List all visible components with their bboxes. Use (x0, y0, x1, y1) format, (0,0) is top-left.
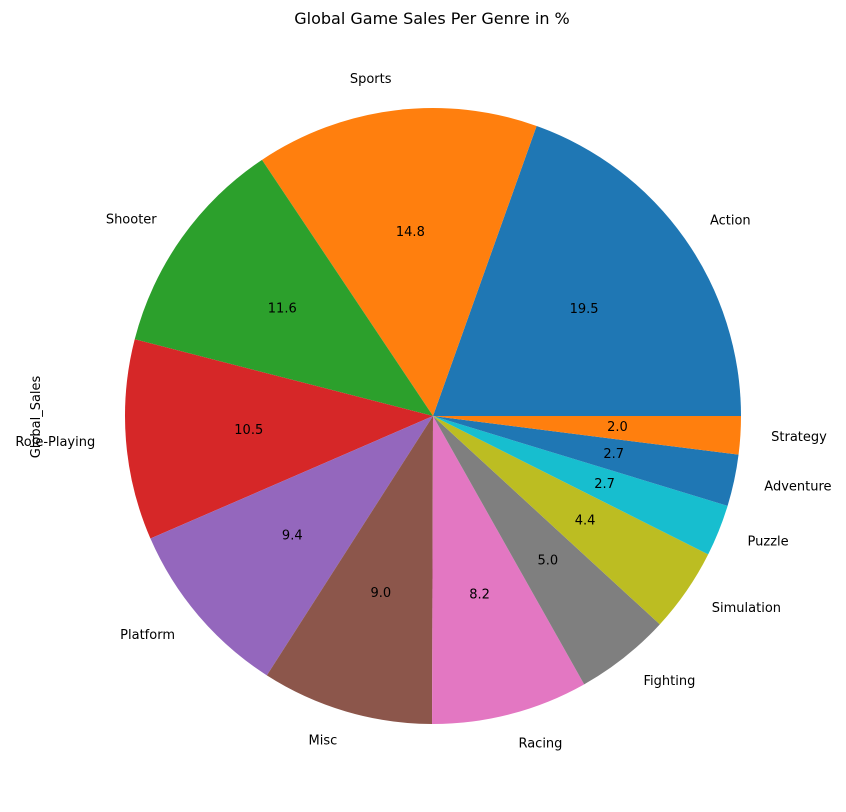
pie-slice-misc (266, 416, 433, 724)
pie-slice-sports (261, 107, 537, 417)
pie-slice-puzzle (433, 416, 728, 555)
slice-value-sports: 14.8 (396, 225, 425, 240)
slice-label-shooter: Shooter (106, 212, 157, 227)
slice-label-role-playing: Role-Playing (15, 435, 95, 450)
slice-value-fighting: 5.0 (537, 553, 558, 568)
pie-slice-racing (432, 416, 585, 725)
slice-value-puzzle: 2.7 (594, 477, 615, 492)
pie-slices (124, 107, 741, 725)
slice-label-sports: Sports (350, 72, 392, 87)
pie-slice-shooter (134, 159, 433, 417)
pie-slice-fighting (433, 416, 660, 685)
pie-slice-simulation (433, 416, 709, 625)
chart-title: Global Game Sales Per Genre in % (294, 9, 570, 28)
slice-label-adventure: Adventure (764, 479, 831, 494)
pie-labels: Action 19.5 Sports 14.8 Shooter 11.6 Role-Play… (15, 72, 831, 751)
slice-label-simulation: Simulation (712, 601, 781, 616)
slice-label-puzzle: Puzzle (748, 534, 789, 549)
slice-label-strategy: Strategy (771, 430, 827, 445)
slice-label-platform: Platform (120, 628, 175, 643)
slice-value-strategy: 2.0 (607, 420, 628, 435)
slice-value-adventure: 2.7 (603, 447, 624, 462)
slice-value-shooter: 11.6 (268, 302, 297, 317)
slice-value-role-playing: 10.5 (234, 423, 263, 438)
y-axis-label: Global_Sales (29, 375, 44, 458)
pie-slice-role-playing (124, 339, 434, 539)
pie-slice-action (433, 125, 741, 416)
slice-label-action: Action (710, 213, 751, 228)
pie-slice-adventure (433, 416, 739, 506)
slice-value-racing: 8.2 (469, 587, 490, 602)
pie-slice-strategy (433, 416, 741, 455)
pie-slice-platform (150, 416, 434, 676)
slice-value-action: 19.5 (570, 302, 599, 317)
slice-value-simulation: 4.4 (575, 514, 596, 529)
slice-label-misc: Misc (309, 733, 338, 748)
slice-label-racing: Racing (518, 736, 562, 751)
slice-label-fighting: Fighting (644, 674, 696, 689)
slice-value-misc: 9.0 (370, 586, 391, 601)
slice-value-platform: 9.4 (282, 528, 303, 543)
